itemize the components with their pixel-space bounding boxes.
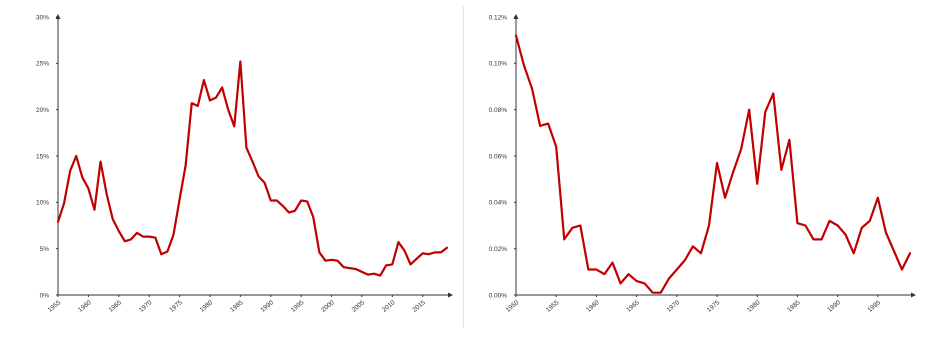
x-tick-label: 1985 [786, 299, 802, 314]
y-tick-label: 5% [40, 246, 50, 253]
x-tick-label: 1990 [259, 299, 275, 314]
left-line-chart: 0% 5% 10% 15% 20% 25% 30% 1955 1960 1965 1970 1975 1… [36, 14, 453, 314]
x-tick-label: 1965 [107, 299, 123, 314]
x-tick-label: 1985 [229, 299, 245, 314]
x-axis-arrow [911, 292, 916, 298]
y-tick-label: 0.00% [489, 292, 508, 299]
x-tick-label: 2005 [351, 299, 367, 314]
x-tick-label: 2010 [381, 299, 397, 314]
x-tick-label: 2015 [411, 299, 427, 314]
y-tick-label: 15% [36, 153, 49, 160]
x-tick-label: 1995 [867, 299, 883, 314]
right-chart-panel: 0.00% 0.02% 0.04% 0.06% 0.08% 0.10% 0.12% 1950 1… [466, 6, 924, 328]
y-tick-label: 25% [36, 61, 49, 68]
left-chart-panel: 0% 5% 10% 15% 20% 25% 30% 1955 1960 1965 1970 1975 1… [5, 6, 464, 328]
y-tick-label: 0.06% [489, 153, 508, 160]
x-tick-label: 1970 [666, 299, 682, 314]
x-tick-label: 1965 [625, 299, 641, 314]
y-tick-label: 0.08% [489, 107, 508, 114]
x-tick-label: 1955 [47, 299, 63, 314]
x-tick-label: 1950 [505, 299, 521, 314]
y-tick-label: 30% [36, 14, 49, 21]
y-tick-label: 20% [36, 107, 49, 114]
y-tick-label: 10% [36, 200, 49, 207]
x-axis-arrow [448, 292, 453, 298]
y-tick-label: 0.12% [489, 14, 508, 21]
x-tick-label: 2000 [320, 299, 336, 314]
x-tick-label: 1955 [545, 299, 561, 314]
right-line-chart: 0.00% 0.02% 0.04% 0.06% 0.08% 0.10% 0.12% 1950 1… [489, 14, 916, 314]
x-tick-label: 1960 [585, 299, 601, 314]
x-tick-label: 1980 [199, 299, 215, 314]
x-tick-label: 1960 [77, 299, 93, 314]
data-line [56, 60, 449, 277]
y-tick-label: 0.02% [489, 246, 508, 253]
data-line [514, 34, 912, 294]
x-tick-label: 1990 [826, 299, 842, 314]
x-tick-label: 1975 [706, 299, 722, 314]
y-tick-label: 0.04% [489, 200, 508, 207]
y-tick-label: 0% [40, 292, 50, 299]
x-tick-label: 1995 [290, 299, 306, 314]
x-tick-label: 1980 [746, 299, 762, 314]
y-tick-label: 0.10% [489, 61, 508, 68]
x-tick-label: 1975 [168, 299, 184, 314]
x-tick-label: 1970 [138, 299, 154, 314]
